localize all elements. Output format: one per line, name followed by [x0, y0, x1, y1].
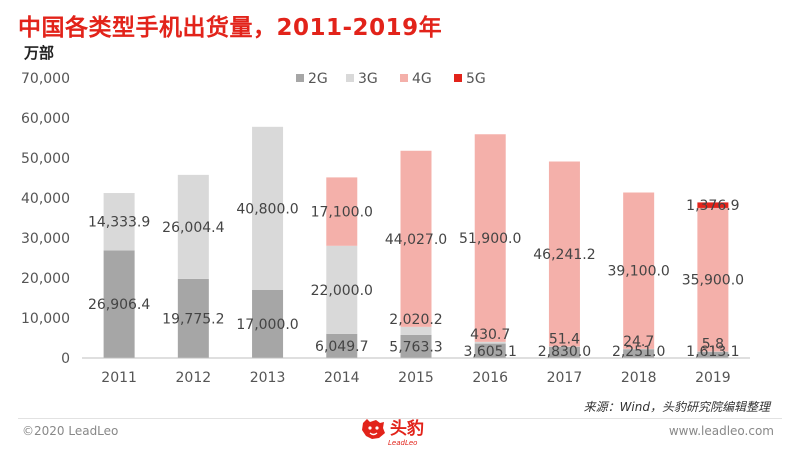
x-tick-label: 2016: [472, 370, 508, 386]
legend-label-2G: 2G: [308, 71, 328, 87]
page-title: 中国各类型手机出货量，2011-2019年: [18, 15, 443, 41]
data-label-2G-2017: 2,830.0: [538, 344, 591, 360]
y-tick-label: 30,000: [21, 231, 70, 247]
stacked-bar-chart: 0 10,000 20,000 30,000 40,000 50,000 60,000 70,…: [21, 71, 750, 386]
chart-data-labels: 26,906.4 14,333.9 19,775.2 26,004.4 17,000.0…: [88, 198, 744, 360]
data-label-3G-2011: 14,333.9: [88, 215, 150, 231]
legend-swatch-4G: [400, 74, 408, 82]
bar-2G-2015: [400, 334, 432, 358]
x-tick-label: 2018: [621, 370, 657, 386]
data-label-5G-2019: 1,376.9: [686, 198, 739, 214]
bar-4G-2016: [474, 134, 506, 342]
bar-3G-2011: [103, 193, 135, 251]
data-label-4G-2016: 51,900.0: [459, 231, 521, 247]
x-tick-label: 2015: [398, 370, 434, 386]
y-tick-label: 40,000: [21, 191, 70, 207]
bar-4G-2017: [548, 161, 580, 347]
bar-3G-2012: [177, 174, 209, 279]
data-label-2G-2014: 6,049.7: [315, 339, 368, 355]
y-tick-label: 20,000: [21, 271, 70, 287]
data-label-3G-2014: 22,000.0: [311, 283, 373, 299]
x-tick-label: 2012: [176, 370, 212, 386]
x-tick-label: 2014: [324, 370, 360, 386]
x-tick-label: 2019: [695, 370, 731, 386]
bar-2G-2013: [252, 290, 284, 358]
brand-subtitle: LeadLeo: [388, 439, 418, 447]
bar-3G-2013: [252, 126, 284, 290]
data-label-2G-2016: 3,605.1: [464, 344, 517, 360]
data-label-3G-2019: 5.8: [702, 337, 724, 353]
y-tick-label: 0: [61, 351, 70, 367]
legend-label-4G: 4G: [412, 71, 432, 87]
legend-label-5G: 5G: [466, 71, 486, 87]
legend-swatch-5G: [454, 74, 462, 82]
bar-2G-2014: [326, 333, 358, 358]
x-tick-label: 2011: [101, 370, 137, 386]
x-axis: 2011 2012 2013 2014 2015 2016 2017 2018 2019: [82, 357, 750, 386]
bar-2G-2018: [623, 348, 655, 358]
data-label-2G-2019: 1,613.1: [686, 344, 739, 360]
data-label-3G-2018: 24.7: [623, 334, 654, 350]
data-label-3G-2013: 40,800.0: [236, 201, 298, 217]
data-label-2G-2011: 26,906.4: [88, 297, 150, 313]
brand-logo: 头豹 LeadLeo: [360, 417, 424, 447]
y-tick-label: 10,000: [21, 311, 70, 327]
bar-4G-2019: [697, 207, 729, 352]
bar-4G-2018: [623, 192, 655, 349]
copyright-text: ©2020 LeadLeo: [22, 424, 119, 438]
chart-legend: 2G 3G 4G 5G: [296, 71, 486, 87]
website-link[interactable]: www.leadleo.com: [668, 424, 774, 438]
bar-3G-2017: [548, 346, 580, 347]
x-tick-label: 2013: [250, 370, 286, 386]
y-tick-label: 60,000: [21, 111, 70, 127]
y-tick-label: 70,000: [21, 71, 70, 87]
bar-3G-2014: [326, 245, 358, 334]
legend-label-3G: 3G: [358, 71, 378, 87]
source-note: 来源：Wind，头豹研究院编辑整理: [583, 400, 770, 414]
bar-2G-2017: [548, 346, 580, 358]
data-label-4G-2015: 44,027.0: [385, 232, 447, 248]
data-label-2G-2012: 19,775.2: [162, 311, 224, 327]
data-label-3G-2017: 51.4: [549, 331, 580, 347]
leopard-head-icon: [362, 419, 385, 439]
bar-3G-2019: [697, 351, 729, 353]
footer-divider: [18, 418, 782, 419]
y-axis-unit: 万部: [24, 44, 55, 62]
data-label-3G-2015: 2,020.2: [389, 312, 442, 328]
bar-4G-2014: [326, 177, 358, 246]
bar-2G-2011: [103, 250, 135, 358]
legend-swatch-3G: [346, 74, 354, 82]
data-label-3G-2016: 430.7: [470, 327, 510, 343]
data-label-4G-2017: 46,241.2: [533, 247, 595, 263]
y-axis: 0 10,000 20,000 30,000 40,000 50,000 60,000 70,…: [21, 71, 70, 367]
data-label-4G-2019: 35,900.0: [682, 273, 744, 289]
data-label-4G-2014: 17,100.0: [311, 205, 373, 221]
x-tick-label: 2017: [547, 370, 583, 386]
chart-bars: [103, 126, 729, 358]
y-tick-label: 50,000: [21, 151, 70, 167]
bar-2G-2016: [474, 343, 506, 358]
bar-3G-2015: [400, 326, 432, 335]
bar-2G-2012: [177, 278, 209, 358]
data-label-2G-2015: 5,763.3: [389, 339, 442, 355]
legend-swatch-2G: [296, 74, 304, 82]
data-label-2G-2013: 17,000.0: [236, 317, 298, 333]
brand-name: 头豹: [390, 419, 424, 439]
data-label-4G-2018: 39,100.0: [607, 264, 669, 280]
data-label-2G-2018: 2,251.0: [612, 344, 665, 360]
bar-5G-2019: [697, 202, 729, 208]
bar-3G-2016: [474, 341, 506, 344]
data-label-3G-2012: 26,004.4: [162, 220, 224, 236]
bar-4G-2015: [400, 150, 432, 327]
bar-3G-2018: [623, 348, 655, 350]
bar-2G-2019: [697, 351, 729, 358]
